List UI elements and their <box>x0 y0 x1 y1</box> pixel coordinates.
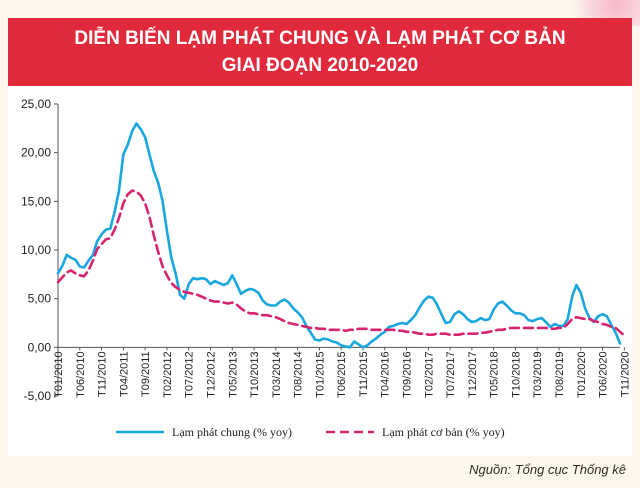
y-tick-label: 25,00 <box>21 97 51 111</box>
x-tick-label: T08/2019 <box>554 351 566 397</box>
x-tick-label: T09/2016 <box>402 351 414 397</box>
x-tick-label: T10/2018 <box>510 351 522 397</box>
y-tick-label: 10,00 <box>21 243 51 257</box>
x-tick-label: T01/2020 <box>576 351 588 397</box>
y-tick-label: 15,00 <box>21 194 51 208</box>
x-tick-label: T01/2015 <box>314 351 326 397</box>
series-line-general-inflation <box>56 122 622 349</box>
x-tick-label: T05/2018 <box>489 351 501 397</box>
x-tick-label: T06/2015 <box>336 351 348 397</box>
x-tick-label: T03/2019 <box>532 351 544 397</box>
x-tick-label: T12/2017 <box>467 351 479 397</box>
x-tick-label: T07/2017 <box>445 351 457 397</box>
x-tick-label: T12/2012 <box>205 351 217 397</box>
chart-title-line-1: DIỄN BIẾN LẠM PHÁT CHUNG VÀ LẠM PHÁT CƠ … <box>74 28 566 49</box>
y-tick-label: 5,00 <box>28 292 52 306</box>
y-tick-label: 20,00 <box>21 146 51 160</box>
x-tick-label: T04/2016 <box>380 351 392 397</box>
chart-panel: 25,00 20,00 15,00 10,00 5,00 0,00 -5,00 T01/201… <box>8 86 632 456</box>
series-line-core-inflation <box>56 189 626 337</box>
x-tick-label: T08/2014 <box>293 351 305 397</box>
x-tick-label: T10/2013 <box>249 351 261 397</box>
x-tick-label: T11/2020 <box>619 351 631 397</box>
source-note: Nguồn: Tổng cục Thống kê <box>469 462 626 477</box>
x-tick-label: T09/2011 <box>140 351 152 397</box>
x-tick-label: T11/2015 <box>358 351 370 397</box>
y-tick-label: -5,00 <box>24 389 52 403</box>
chart-title-banner: DIỄN BIẾN LẠM PHÁT CHUNG VÀ LẠM PHÁT CƠ … <box>8 18 632 86</box>
legend-core-label: Lạm phát cơ bản (% yoy) <box>382 425 505 439</box>
x-tick-label: T01/2010 <box>53 351 65 397</box>
x-tick-label: T02/2017 <box>423 351 435 397</box>
legend-general-label: Lạm phát chung (% yoy) <box>172 425 292 439</box>
x-tick-label: T06/2010 <box>75 351 87 397</box>
y-tick-label: 0,00 <box>28 340 52 354</box>
chart-title-line-2: GIAI ĐOẠN 2010-2020 <box>221 55 419 76</box>
x-tick-label: T06/2020 <box>598 351 610 397</box>
x-tick-label: T11/2010 <box>97 351 109 397</box>
x-tick-label: T05/2013 <box>227 351 239 397</box>
x-tick-label: T03/2014 <box>271 351 283 397</box>
x-tick-label: T07/2012 <box>184 351 196 397</box>
x-tick-label: T04/2011 <box>118 351 130 397</box>
x-tick-label: T02/2012 <box>162 351 174 397</box>
